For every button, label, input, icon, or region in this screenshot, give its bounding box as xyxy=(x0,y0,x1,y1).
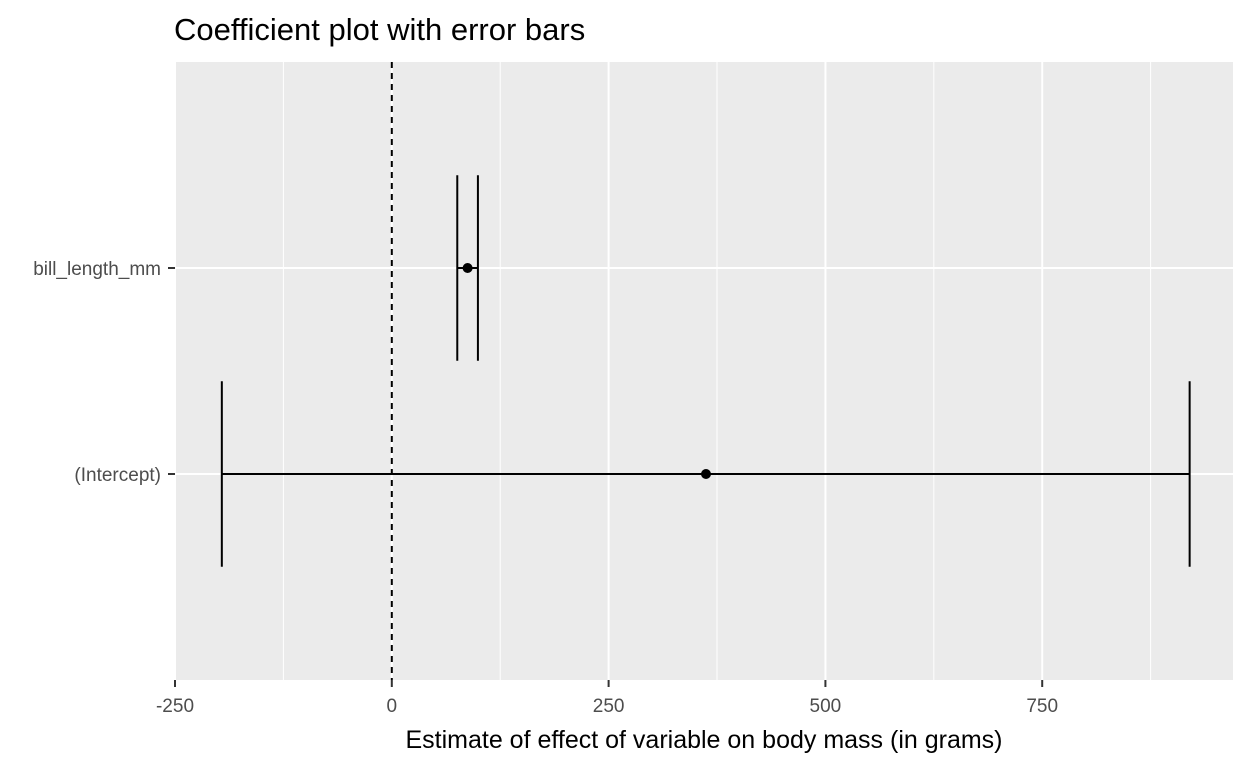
x-tick-label: 250 xyxy=(593,696,625,717)
x-tick-label: 0 xyxy=(387,696,398,717)
x-tick-label: 750 xyxy=(1026,696,1058,717)
chart-title: Coefficient plot with error bars xyxy=(174,12,585,47)
x-axis: -250 0 250 500 750 xyxy=(156,680,1058,717)
estimate-point xyxy=(700,469,711,479)
x-tick-label: -250 xyxy=(156,696,194,717)
y-axis: (Intercept) bill_length_mm xyxy=(33,259,175,486)
y-tick-label: bill_length_mm xyxy=(33,259,161,280)
y-tick-label: (Intercept) xyxy=(74,465,161,486)
x-axis-title: Estimate of effect of variable on body m… xyxy=(405,726,1002,754)
plot-panel xyxy=(175,62,1233,680)
estimate-point xyxy=(462,263,473,273)
data-marks xyxy=(220,175,1191,567)
x-tick-label: 500 xyxy=(810,696,842,717)
